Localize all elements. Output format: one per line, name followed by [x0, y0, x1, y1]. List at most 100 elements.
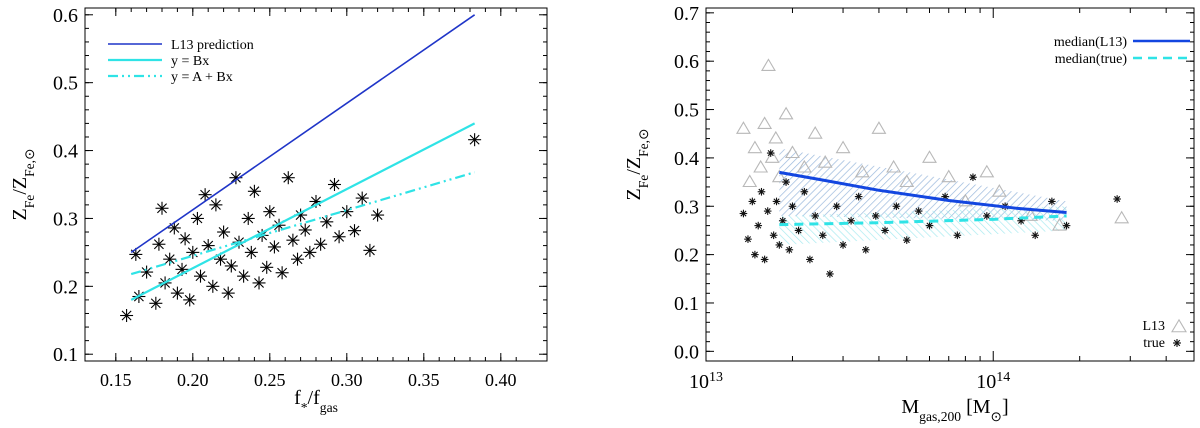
true-point	[772, 197, 781, 206]
y-axis-label: ZFe/ZFe,⊙	[9, 149, 37, 221]
true-point	[1048, 197, 1056, 206]
y-tick-label: 0.6	[53, 5, 78, 27]
true-point	[800, 187, 809, 196]
fit-line	[130, 171, 475, 276]
data-point	[327, 178, 341, 191]
x-tick-label: 0.25	[254, 370, 286, 390]
data-point	[206, 279, 220, 293]
y-tick-label: 0.0	[674, 341, 699, 363]
true-point	[892, 202, 901, 211]
l13-point	[854, 164, 870, 178]
l13-point	[899, 174, 915, 188]
data-point	[281, 171, 295, 185]
l13-point	[742, 174, 758, 188]
data-point	[183, 293, 197, 307]
legend-triangle-marker	[1171, 318, 1187, 333]
data-point	[340, 205, 354, 219]
data-point	[241, 211, 255, 225]
data-point	[303, 245, 317, 259]
x-tick-label: 0.15	[100, 370, 132, 390]
data-point	[152, 237, 166, 251]
data-point	[348, 224, 361, 238]
true-point	[811, 212, 820, 220]
y-tick-label: 0.7	[674, 3, 699, 25]
l13-point	[768, 130, 784, 144]
x-tick-label: 0.35	[408, 370, 440, 390]
data-point	[252, 276, 266, 290]
l13-point	[1114, 210, 1130, 224]
right-panel: 0.0 0.1 0.2 0.3 0.4 0.5 0.6 0.7 1013 1014Mgas,200…	[623, 3, 1195, 424]
true-point	[861, 245, 870, 254]
l13-point	[871, 121, 887, 134]
plot-frame	[705, 7, 1195, 362]
data-point	[267, 240, 281, 254]
data-point	[198, 188, 212, 202]
true-point	[881, 226, 889, 235]
y-tick-label: 0.5	[53, 73, 78, 95]
l13-point	[778, 106, 794, 120]
y-tick-label: 0.4	[674, 148, 699, 170]
true-point	[763, 207, 772, 215]
true-point	[902, 236, 911, 244]
y-axis-label: ZFe/ZFe,⊙	[623, 129, 651, 201]
legend-label: L13	[1142, 319, 1165, 334]
scatter-band	[779, 148, 1067, 221]
x-tick-label: 0.30	[331, 370, 363, 390]
true-point	[744, 235, 752, 243]
l13-point	[785, 145, 800, 159]
data-point	[363, 243, 377, 257]
data-point	[244, 245, 258, 259]
true-point	[839, 241, 847, 249]
true-point	[1031, 231, 1040, 240]
true-point	[914, 207, 923, 215]
data-point	[214, 252, 228, 266]
y-tick-label: 0.4	[53, 141, 78, 163]
true-point	[925, 221, 934, 230]
data-point	[120, 309, 134, 323]
l13-point	[764, 150, 780, 163]
true-point	[751, 250, 759, 259]
true-point	[739, 209, 748, 218]
true-point	[748, 197, 757, 206]
data-point	[140, 265, 154, 279]
data-point	[190, 211, 204, 225]
data-point	[163, 252, 177, 266]
data-point	[178, 232, 192, 246]
true-point	[757, 187, 766, 196]
true-point	[854, 192, 863, 201]
data-point	[194, 269, 207, 283]
true-point	[775, 241, 784, 249]
true-point	[806, 255, 814, 264]
l13-point	[922, 150, 937, 163]
data-point	[275, 266, 289, 280]
l13-point	[979, 164, 995, 178]
data-point	[209, 198, 223, 212]
x-tick-label: 1014	[976, 370, 1010, 394]
legend-label: L13 prediction	[171, 38, 254, 53]
l13-point	[757, 116, 773, 130]
l13-point	[941, 169, 957, 183]
legend-asterisk-marker	[1173, 339, 1181, 347]
data-point	[314, 237, 328, 251]
data-point	[237, 269, 251, 283]
y-tick-label: 0.6	[674, 51, 699, 73]
l13-point	[796, 159, 812, 173]
true-point	[1113, 195, 1121, 203]
true-point	[794, 226, 803, 235]
data-point	[149, 296, 163, 310]
l13-point	[991, 184, 1007, 197]
x-tick-label: 0.40	[485, 370, 517, 390]
x-tick-label: 0.20	[177, 370, 209, 390]
data-point	[298, 223, 312, 237]
true-point	[769, 231, 778, 240]
data-point	[229, 171, 243, 185]
l13-point	[1051, 217, 1067, 231]
fit-line	[130, 122, 476, 301]
fit-line	[130, 14, 476, 254]
l13-point	[771, 169, 787, 183]
x-tick-label: 1013	[689, 370, 723, 394]
legend-label: y = A + Bx	[171, 70, 233, 85]
data-point	[217, 225, 231, 239]
x-axis-label: Mgas,200 [M⊙]	[901, 396, 1008, 424]
